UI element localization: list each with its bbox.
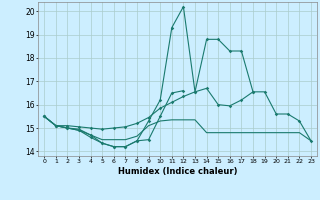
X-axis label: Humidex (Indice chaleur): Humidex (Indice chaleur) (118, 167, 237, 176)
